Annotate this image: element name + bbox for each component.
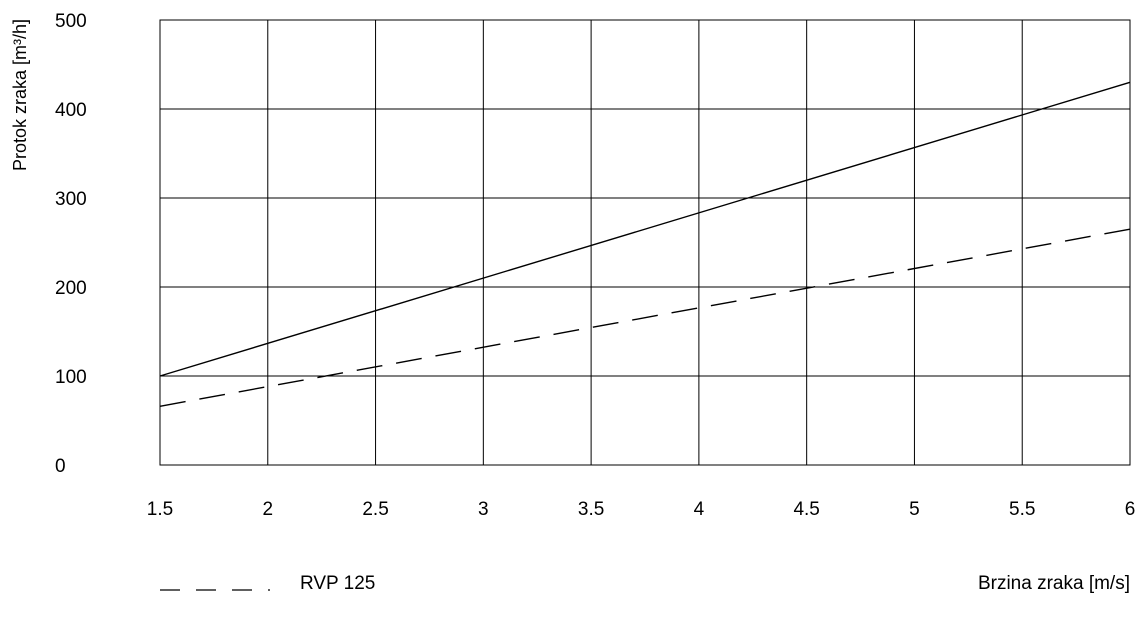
x-tick-label: 4: [694, 499, 705, 520]
chart-grid: [159, 19, 1131, 466]
chart-series: [159, 81, 1131, 407]
x-tick-label: 3.5: [578, 499, 604, 520]
chart-legend: RVP 125: [160, 573, 375, 594]
x-tick-label: 2.5: [362, 499, 388, 520]
y-tick-label: 300: [55, 189, 87, 210]
series-line-rvp-160: [159, 81, 1131, 377]
x-tick-label: 3: [478, 499, 489, 520]
x-tick-label: 5: [909, 499, 920, 520]
y-tick-label: 400: [55, 100, 87, 121]
x-tick-label: 2: [262, 499, 273, 520]
y-tick-label: 0: [55, 456, 66, 477]
legend-label-rvp-125: RVP 125: [300, 573, 375, 594]
plot-frame: [159, 19, 1131, 466]
y-tick-label: 200: [55, 278, 87, 299]
y-tick-label: 100: [55, 367, 87, 388]
x-tick-label: 5.5: [1009, 499, 1035, 520]
y-axis-label: Protok zraka [m³/h]: [10, 19, 30, 171]
x-tick-labels: 1.5 2 2.5 3 3.5 4 4.5 5 5.5 6: [147, 499, 1136, 520]
x-tick-label: 4.5: [793, 499, 819, 520]
x-tick-label: 1.5: [147, 499, 173, 520]
x-axis-label: Brzina zraka [m/s]: [978, 573, 1130, 594]
series-line-rvp-125: [159, 228, 1131, 407]
x-tick-label: 6: [1125, 499, 1136, 520]
y-tick-label: 500: [55, 11, 87, 32]
y-tick-labels: 0 100 200 300 400 500: [55, 11, 87, 477]
